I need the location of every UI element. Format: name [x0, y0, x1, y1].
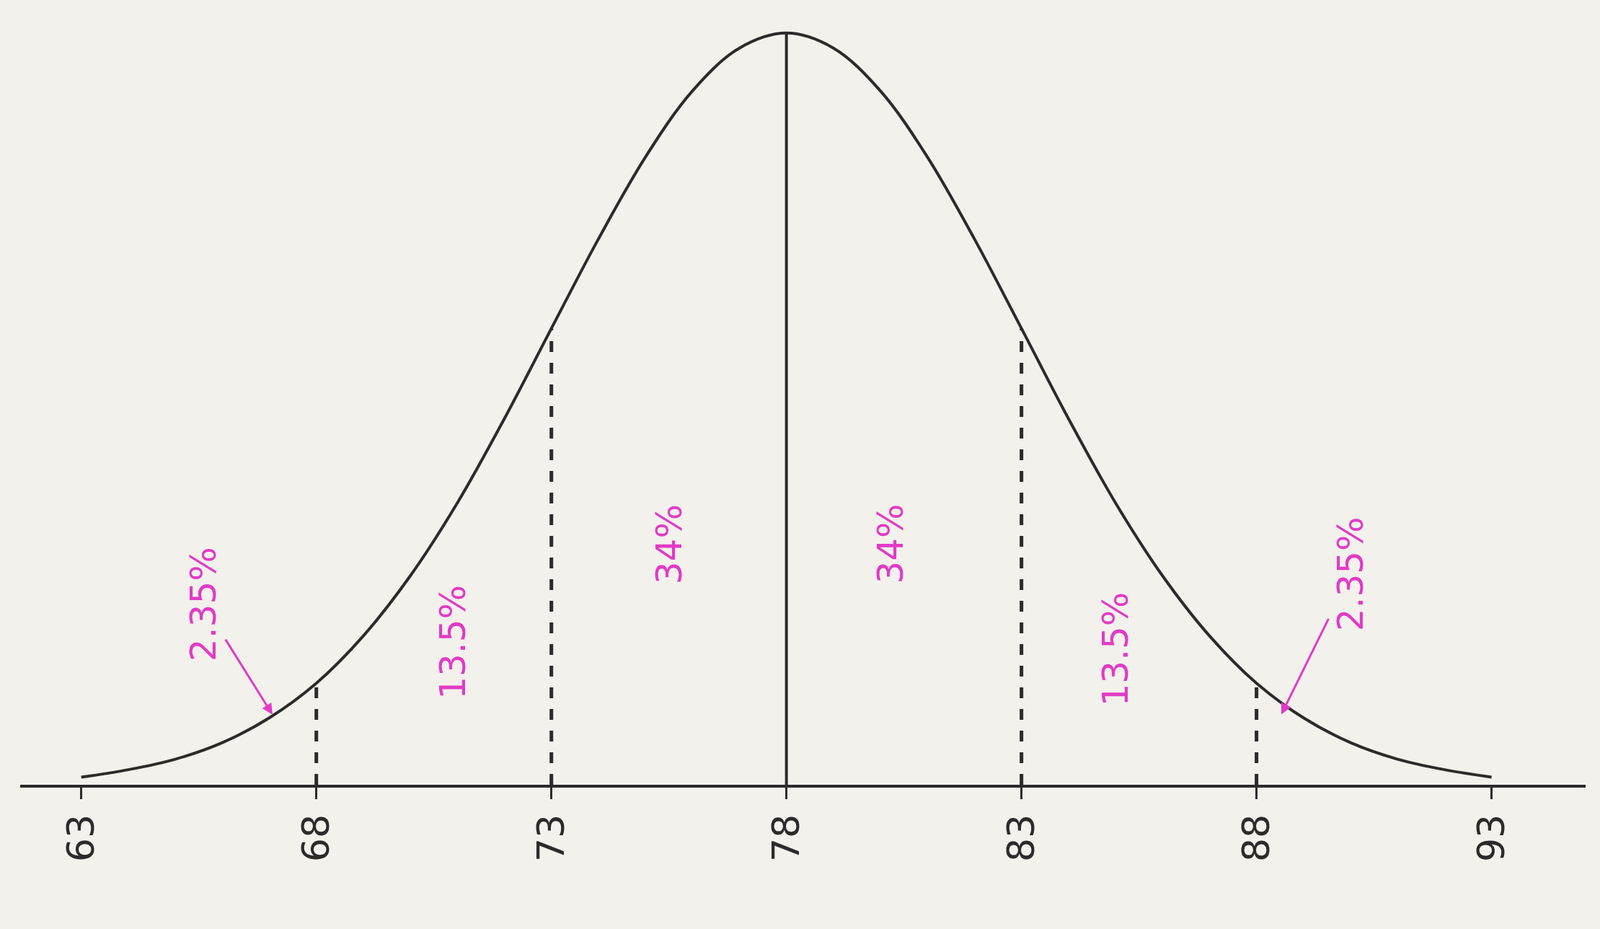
svg-text:88: 88 — [1234, 814, 1278, 862]
svg-text:83: 83 — [999, 814, 1043, 862]
svg-text:13.5%: 13.5% — [431, 584, 474, 700]
svg-text:13.5%: 13.5% — [1094, 591, 1137, 707]
svg-text:63: 63 — [59, 814, 103, 862]
svg-text:78: 78 — [764, 814, 808, 862]
svg-text:34%: 34% — [648, 504, 691, 585]
svg-text:68: 68 — [294, 814, 338, 862]
svg-text:2.35%: 2.35% — [1329, 516, 1372, 631]
svg-text:34%: 34% — [869, 503, 912, 584]
svg-text:2.35%: 2.35% — [182, 546, 225, 662]
svg-text:73: 73 — [529, 814, 573, 862]
svg-text:93: 93 — [1469, 814, 1513, 862]
